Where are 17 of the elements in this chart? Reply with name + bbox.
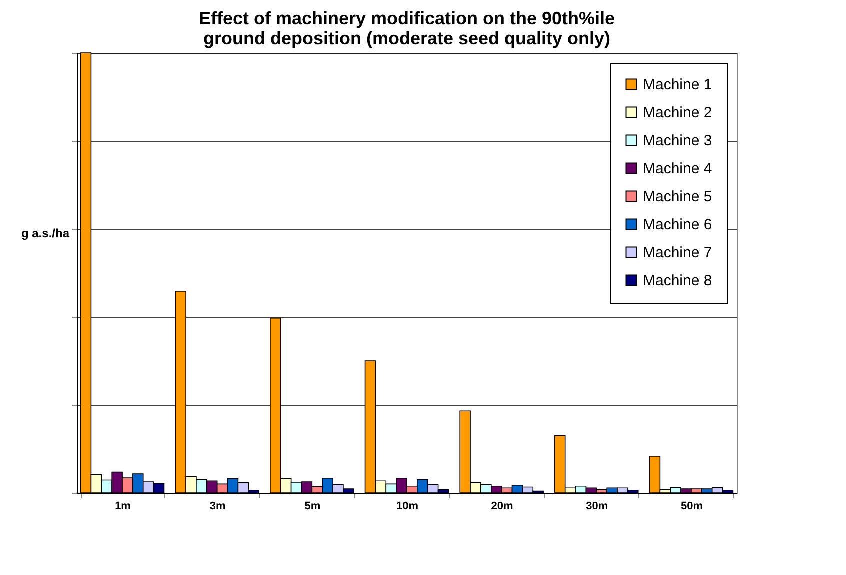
- x-tick-label: 20m: [491, 500, 514, 512]
- legend-label: Machine 2: [643, 104, 712, 122]
- y-axis-title: g a.s./ha: [21, 226, 70, 240]
- x-tick-label: 30m: [586, 500, 608, 512]
- chart-title: Effect of machinery modification on the 90th%ile ground deposition (moderate seed quality only): [198, 8, 616, 48]
- legend-label: Machine 3: [643, 132, 712, 150]
- legend-label: Machine 1: [643, 76, 712, 94]
- x-tick-label: 1m: [115, 500, 132, 512]
- x-tick-label: 3m: [210, 500, 226, 512]
- legend-label: Machine 8: [643, 272, 712, 290]
- legend-label: Machine 5: [643, 188, 712, 206]
- x-tick-label: 10m: [396, 500, 419, 512]
- legend-label: Machine 4: [643, 160, 712, 178]
- x-tick-label: 50m: [680, 500, 704, 512]
- legend-label: Machine 7: [643, 244, 712, 262]
- x-tick-label: 5m: [304, 500, 321, 512]
- legend-label: Machine 6: [643, 216, 712, 234]
